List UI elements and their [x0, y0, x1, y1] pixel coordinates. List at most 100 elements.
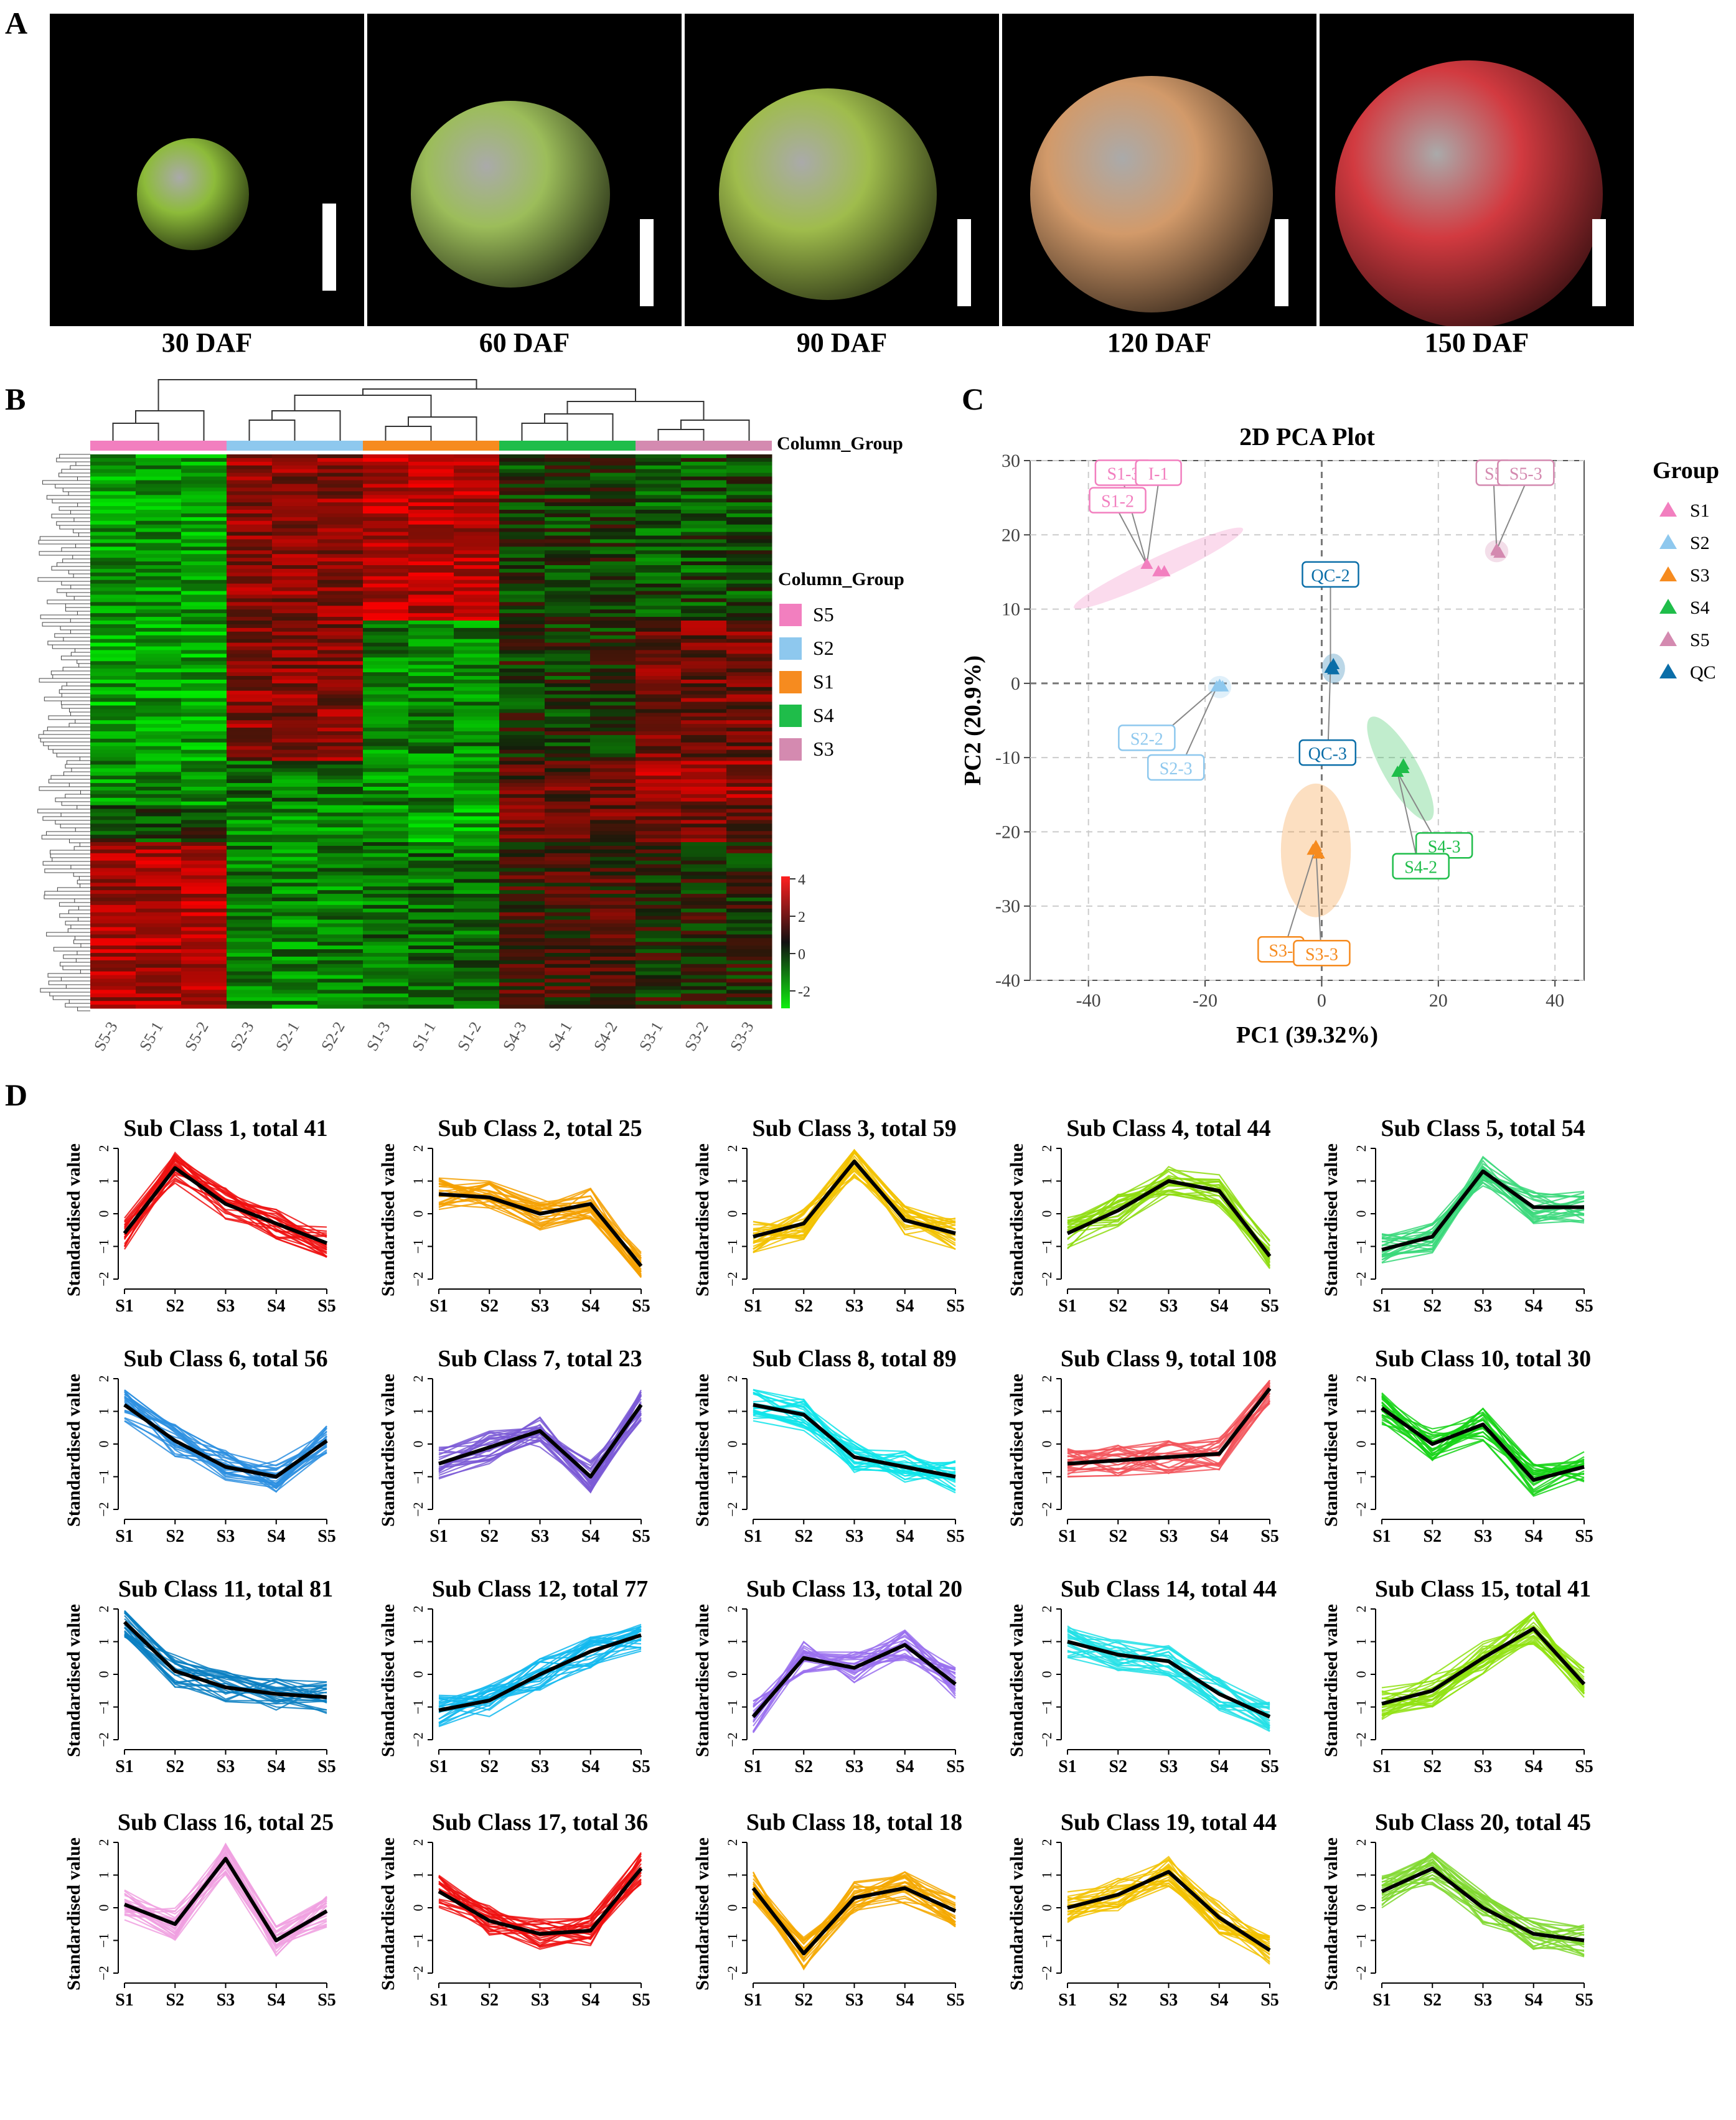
x-tick-label: S3 [1474, 1527, 1493, 1546]
y-tick-label: −2 [725, 1272, 740, 1286]
heatmap-column-label: S4-3 [499, 1019, 530, 1054]
y-tick-label: 2 [1353, 1839, 1369, 1846]
y-tick-label: 0 [96, 1905, 111, 1911]
subclass-chart: Sub Class 10, total 30 Standardised value… [1321, 1346, 1593, 1546]
point-label-box [1392, 853, 1450, 879]
x-tick-label: S3 [1160, 1757, 1178, 1776]
y-tick-label: 1 [96, 1872, 111, 1878]
fruit-photo [685, 14, 999, 326]
subclass-title: Sub Class 10, total 30 [1375, 1346, 1591, 1372]
y-tick-label: 1 [96, 1178, 111, 1184]
y-tick-label: 2 [1039, 1145, 1054, 1152]
subclass-y-label: Standardised value [1006, 1604, 1027, 1757]
scale-bar [957, 219, 971, 306]
y-tick-label: 0 [1039, 1441, 1054, 1448]
point-label: I-1 [1148, 464, 1169, 484]
member-line [753, 1415, 956, 1470]
heatmap-column-label: S3-3 [726, 1019, 758, 1054]
subclass-chart: Sub Class 2, total 25 Standardised value 2… [378, 1115, 650, 1316]
point-label: S5-3 [1509, 464, 1542, 484]
member-line [124, 1396, 327, 1493]
x-tick-label: S1 [1058, 1527, 1077, 1546]
subclass-title: Sub Class 9, total 108 [1061, 1346, 1277, 1372]
x-tick-label: S2 [1423, 1297, 1442, 1316]
y-tick-label: 1 [725, 1408, 740, 1415]
member-line [753, 1882, 956, 1961]
subclass-title: Sub Class 18, total 18 [746, 1809, 962, 1836]
subclass-title: Sub Class 16, total 25 [118, 1809, 334, 1836]
x-tick-label: S1 [744, 1527, 762, 1546]
subclass-y-label: Standardised value [378, 1143, 398, 1297]
member-line [1381, 1396, 1585, 1496]
heatmap-legend-swatch [779, 705, 802, 727]
y-tick-label: 2 [1039, 1606, 1054, 1613]
y-tick-label: 2 [96, 1839, 111, 1846]
subclass-title: Sub Class 3, total 59 [752, 1115, 956, 1142]
x-tick-label: S1 [115, 1991, 134, 2010]
x-tick-label: S4 [1210, 1297, 1229, 1316]
y-tick-label: 0 [96, 1671, 111, 1678]
member-line [753, 1883, 956, 1942]
subclass-chart: Sub Class 15, total 41 Standardised value… [1321, 1576, 1593, 1776]
heatmap-column-label: S1-2 [454, 1019, 485, 1054]
point-label: S1-3 [1107, 464, 1140, 484]
subclass-y-label: Standardised value [378, 1837, 398, 1991]
member-line [1067, 1639, 1270, 1707]
y-tick-label: −1 [410, 1933, 426, 1948]
member-line [753, 1400, 956, 1480]
mean-line [753, 1403, 956, 1479]
member-line [438, 1416, 642, 1484]
mean-line [438, 1404, 643, 1479]
y-tick-label: −1 [725, 1470, 740, 1484]
fruit-photo [1320, 14, 1634, 326]
point-label-box [1135, 459, 1182, 486]
member-line [1067, 1629, 1270, 1713]
y-tick-label: −1 [1353, 1700, 1369, 1714]
subclass-title: Sub Class 2, total 25 [438, 1115, 642, 1142]
y-tick-label: 2 [725, 1839, 740, 1846]
color-scale-tick-label: 0 [798, 947, 805, 963]
member-line [1381, 1882, 1585, 1946]
y-tick-label: -30 [995, 896, 1020, 917]
y-tick-label: −2 [96, 1502, 111, 1516]
fruit [137, 138, 249, 250]
member-line [438, 1878, 642, 1920]
mean-line [1381, 1626, 1586, 1706]
y-tick-label: -20 [995, 822, 1020, 842]
color-scale-tick-label: -2 [798, 984, 810, 1000]
x-tick-label: S4 [1210, 1527, 1229, 1546]
column-group-bar [636, 441, 772, 451]
mean-line [438, 1192, 643, 1267]
color-scale-tick-label: 4 [798, 872, 805, 888]
member-line [753, 1412, 956, 1475]
y-tick-label: 1 [96, 1408, 111, 1415]
member-line [1067, 1885, 1270, 1939]
point-label: S1-2 [1101, 492, 1134, 512]
y-tick-label: 0 [725, 1905, 740, 1911]
y-tick-label: −1 [96, 1700, 111, 1714]
pca-legend-marker [1659, 631, 1677, 646]
pca-legend-label: S1 [1690, 500, 1710, 521]
panel-label-d: D [5, 1077, 28, 1112]
mean-line [1067, 1387, 1272, 1466]
point-label-box [1302, 561, 1359, 588]
scale-bar [1275, 219, 1288, 306]
subclass-chart: Sub Class 6, total 56 Standardised value 2… [63, 1346, 336, 1546]
y-tick-label: -10 [995, 748, 1020, 768]
mean-line [1067, 1870, 1271, 1952]
x-tick-label: S4 [1524, 1297, 1543, 1316]
x-tick-label: S3 [1160, 1527, 1178, 1546]
pca-title: 2D PCA Plot [1239, 423, 1375, 451]
point-label: S2-2 [1130, 729, 1163, 749]
x-tick-label: S2 [480, 1527, 499, 1546]
subclass-title: Sub Class 14, total 44 [1061, 1576, 1277, 1602]
y-tick-label: −1 [725, 1239, 740, 1254]
x-tick-label: S2 [1423, 1527, 1442, 1546]
y-tick-label: 0 [725, 1441, 740, 1448]
x-tick-label: S4 [581, 1757, 600, 1776]
scale-bar [640, 219, 654, 306]
subclass-y-label: Standardised value [378, 1604, 398, 1757]
photo-label: 150 DAF [1424, 327, 1529, 358]
member-line [124, 1153, 327, 1247]
member-line [1067, 1633, 1270, 1726]
